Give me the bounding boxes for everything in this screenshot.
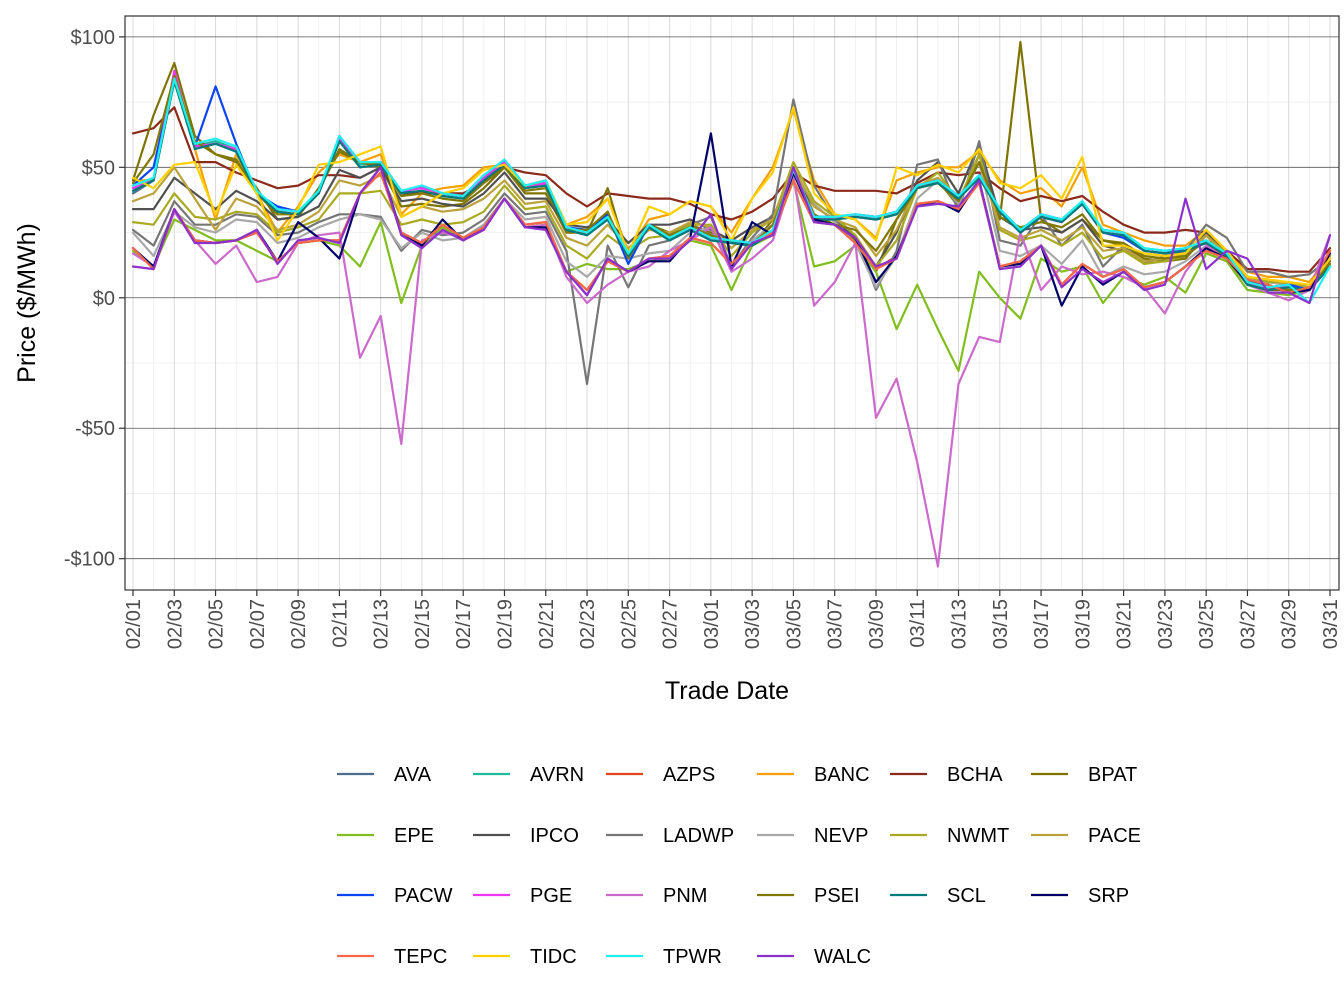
x-tick-label: 03/19 (1072, 599, 1094, 649)
x-tick-label: 02/03 (164, 599, 186, 649)
legend-item-scl: SCL (890, 885, 986, 907)
legend-label: PACW (394, 885, 453, 907)
plot-panel (125, 16, 1339, 590)
series-line-tpwr (131, 77, 1332, 305)
legend-item-ipco: IPCO (473, 825, 579, 847)
y-tick-label: $0 (93, 288, 115, 310)
plot-border (124, 15, 1340, 591)
x-axis-title: Trade Date (665, 677, 789, 705)
legend-label: NWMT (947, 825, 1009, 847)
legend-label: NEVP (814, 825, 868, 847)
legend-label: BCHA (947, 764, 1003, 786)
legend-item-ladwp: LADWP (606, 825, 734, 847)
y-tick-label: -$50 (75, 418, 115, 440)
series-line-pace (131, 161, 1332, 289)
legend-item-avrn: AVRN (473, 764, 584, 786)
x-tick-label: 02/09 (288, 599, 310, 649)
legend-label: TPWR (663, 946, 722, 968)
x-tick-label: 02/27 (660, 599, 682, 649)
x-tick-label: 02/13 (371, 599, 393, 649)
legend-label: WALC (814, 946, 871, 968)
x-tick-label: 03/07 (825, 599, 847, 649)
legend-item-tidc: TIDC (473, 946, 577, 968)
legend-label: SCL (947, 885, 986, 907)
legend: AVA AVRN AZPS BANC BCHA BPAT EPE IPCO LADWP NEVP N… (337, 764, 1141, 968)
series-line-pnm (131, 174, 1332, 568)
legend-label: IPCO (530, 825, 579, 847)
legend-label: TEPC (394, 946, 447, 968)
x-tick-label: 03/17 (1031, 599, 1053, 649)
legend-item-walc: WALC (757, 946, 871, 968)
series-line-nwmt (131, 153, 1332, 289)
legend-item-bpat: BPAT (1031, 764, 1137, 786)
legend-label: PNM (663, 885, 707, 907)
y-axis-title: Price ($/MWh) (13, 223, 41, 383)
legend-item-ava: AVA (337, 764, 432, 786)
legend-item-pacw: PACW (337, 885, 453, 907)
x-tick-label: 03/25 (1196, 599, 1218, 649)
legend-label: PACE (1088, 825, 1141, 847)
legend-label: LADWP (663, 825, 734, 847)
y-tick-label: $50 (82, 157, 115, 179)
legend-item-nevp: NEVP (757, 825, 868, 847)
legend-item-psei: PSEI (757, 885, 860, 907)
series-line-scl (131, 80, 1332, 292)
x-tick-label: 02/17 (453, 599, 475, 649)
x-tick-label: 03/23 (1155, 599, 1177, 649)
x-tick-label: 03/05 (783, 599, 805, 649)
legend-item-nwmt: NWMT (890, 825, 1009, 847)
legend-label: SRP (1088, 885, 1129, 907)
x-tick-label: 02/07 (247, 599, 269, 649)
legend-label: AVRN (530, 764, 584, 786)
y-axis: $100 $50 $0 -$50 -$100 (64, 27, 125, 571)
legend-item-pace: PACE (1031, 825, 1141, 847)
legend-item-epe: EPE (337, 825, 434, 847)
legend-label: BPAT (1088, 764, 1137, 786)
x-tick-label: 02/15 (412, 599, 434, 649)
legend-item-azps: AZPS (606, 764, 715, 786)
series-line-walc (131, 166, 1332, 305)
x-tick-label: 03/31 (1320, 599, 1342, 649)
x-tick-label: 02/21 (536, 599, 558, 649)
y-tick-label: $100 (71, 27, 116, 49)
legend-label: PGE (530, 885, 572, 907)
x-tick-label: 03/11 (907, 599, 929, 648)
legend-label: BANC (814, 764, 870, 786)
legend-item-tepc: TEPC (337, 946, 447, 968)
minor-gridlines (125, 16, 1339, 590)
x-tick-label: 03/27 (1237, 599, 1259, 649)
legend-label: AZPS (663, 764, 715, 786)
legend-item-bcha: BCHA (890, 764, 1003, 786)
y-tick-label: -$100 (64, 549, 115, 571)
x-axis: 02/01 02/03 02/05 02/07 02/09 02/11 02/13 02/15… (123, 590, 1342, 649)
x-tick-label: 03/01 (701, 599, 723, 649)
x-tick-label: 02/11 (329, 599, 351, 648)
x-tick-label: 02/01 (123, 599, 145, 649)
legend-label: AVA (394, 764, 432, 786)
legend-item-pge: PGE (473, 885, 572, 907)
x-tick-label: 02/25 (618, 599, 640, 649)
x-tick-label: 02/23 (577, 599, 599, 649)
x-tick-label: 02/19 (494, 599, 516, 649)
x-tick-label: 02/05 (206, 599, 228, 649)
legend-item-banc: BANC (757, 764, 870, 786)
legend-label: PSEI (814, 885, 860, 907)
x-tick-label: 03/13 (949, 599, 971, 649)
x-tick-label: 03/29 (1279, 599, 1301, 649)
x-tick-label: 03/21 (1114, 599, 1136, 649)
x-tick-label: 03/09 (866, 599, 888, 649)
legend-label: EPE (394, 825, 434, 847)
series-line-bcha (131, 106, 1332, 273)
series-lines (131, 40, 1332, 568)
x-tick-label: 03/03 (742, 599, 764, 649)
major-gridlines (125, 16, 1339, 590)
legend-label: TIDC (530, 946, 577, 968)
x-tick-label: 03/15 (990, 599, 1012, 649)
legend-item-pnm: PNM (606, 885, 707, 907)
legend-item-tpwr: TPWR (606, 946, 722, 968)
legend-item-srp: SRP (1031, 885, 1129, 907)
